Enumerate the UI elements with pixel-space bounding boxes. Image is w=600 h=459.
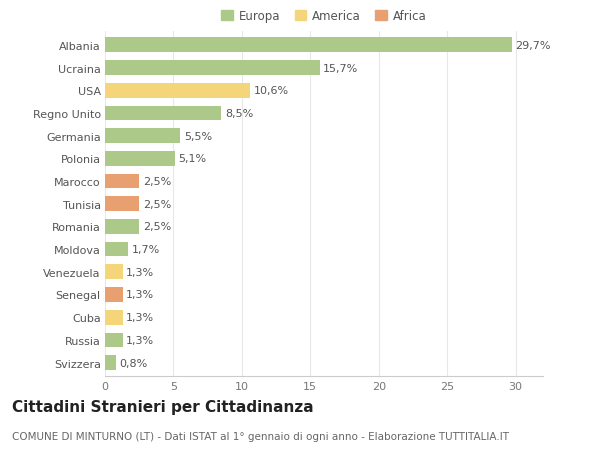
Text: 1,3%: 1,3%: [126, 335, 154, 345]
Bar: [105, 265, 123, 280]
Bar: [105, 333, 123, 347]
Bar: [105, 197, 139, 212]
Text: 1,3%: 1,3%: [126, 313, 154, 323]
Bar: [105, 355, 116, 370]
Text: 1,7%: 1,7%: [131, 245, 160, 255]
Text: COMUNE DI MINTURNO (LT) - Dati ISTAT al 1° gennaio di ogni anno - Elaborazione T: COMUNE DI MINTURNO (LT) - Dati ISTAT al …: [12, 431, 509, 442]
Text: Cittadini Stranieri per Cittadinanza: Cittadini Stranieri per Cittadinanza: [12, 399, 314, 414]
Text: 5,5%: 5,5%: [184, 131, 212, 141]
Bar: [105, 84, 250, 98]
Text: 0,8%: 0,8%: [119, 358, 148, 368]
Bar: [105, 39, 512, 53]
Bar: [105, 61, 320, 76]
Text: 15,7%: 15,7%: [323, 63, 359, 73]
Bar: [105, 310, 123, 325]
Bar: [105, 242, 128, 257]
Text: 2,5%: 2,5%: [143, 199, 171, 209]
Text: 29,7%: 29,7%: [515, 41, 550, 50]
Bar: [105, 151, 175, 166]
Text: 8,5%: 8,5%: [225, 109, 253, 119]
Bar: [105, 106, 221, 121]
Text: 2,5%: 2,5%: [143, 222, 171, 232]
Bar: [105, 287, 123, 302]
Text: 10,6%: 10,6%: [254, 86, 289, 96]
Bar: [105, 174, 139, 189]
Bar: [105, 219, 139, 234]
Text: 1,3%: 1,3%: [126, 267, 154, 277]
Text: 2,5%: 2,5%: [143, 177, 171, 187]
Legend: Europa, America, Africa: Europa, America, Africa: [221, 10, 427, 23]
Bar: [105, 129, 180, 144]
Text: 5,1%: 5,1%: [178, 154, 206, 164]
Text: 1,3%: 1,3%: [126, 290, 154, 300]
